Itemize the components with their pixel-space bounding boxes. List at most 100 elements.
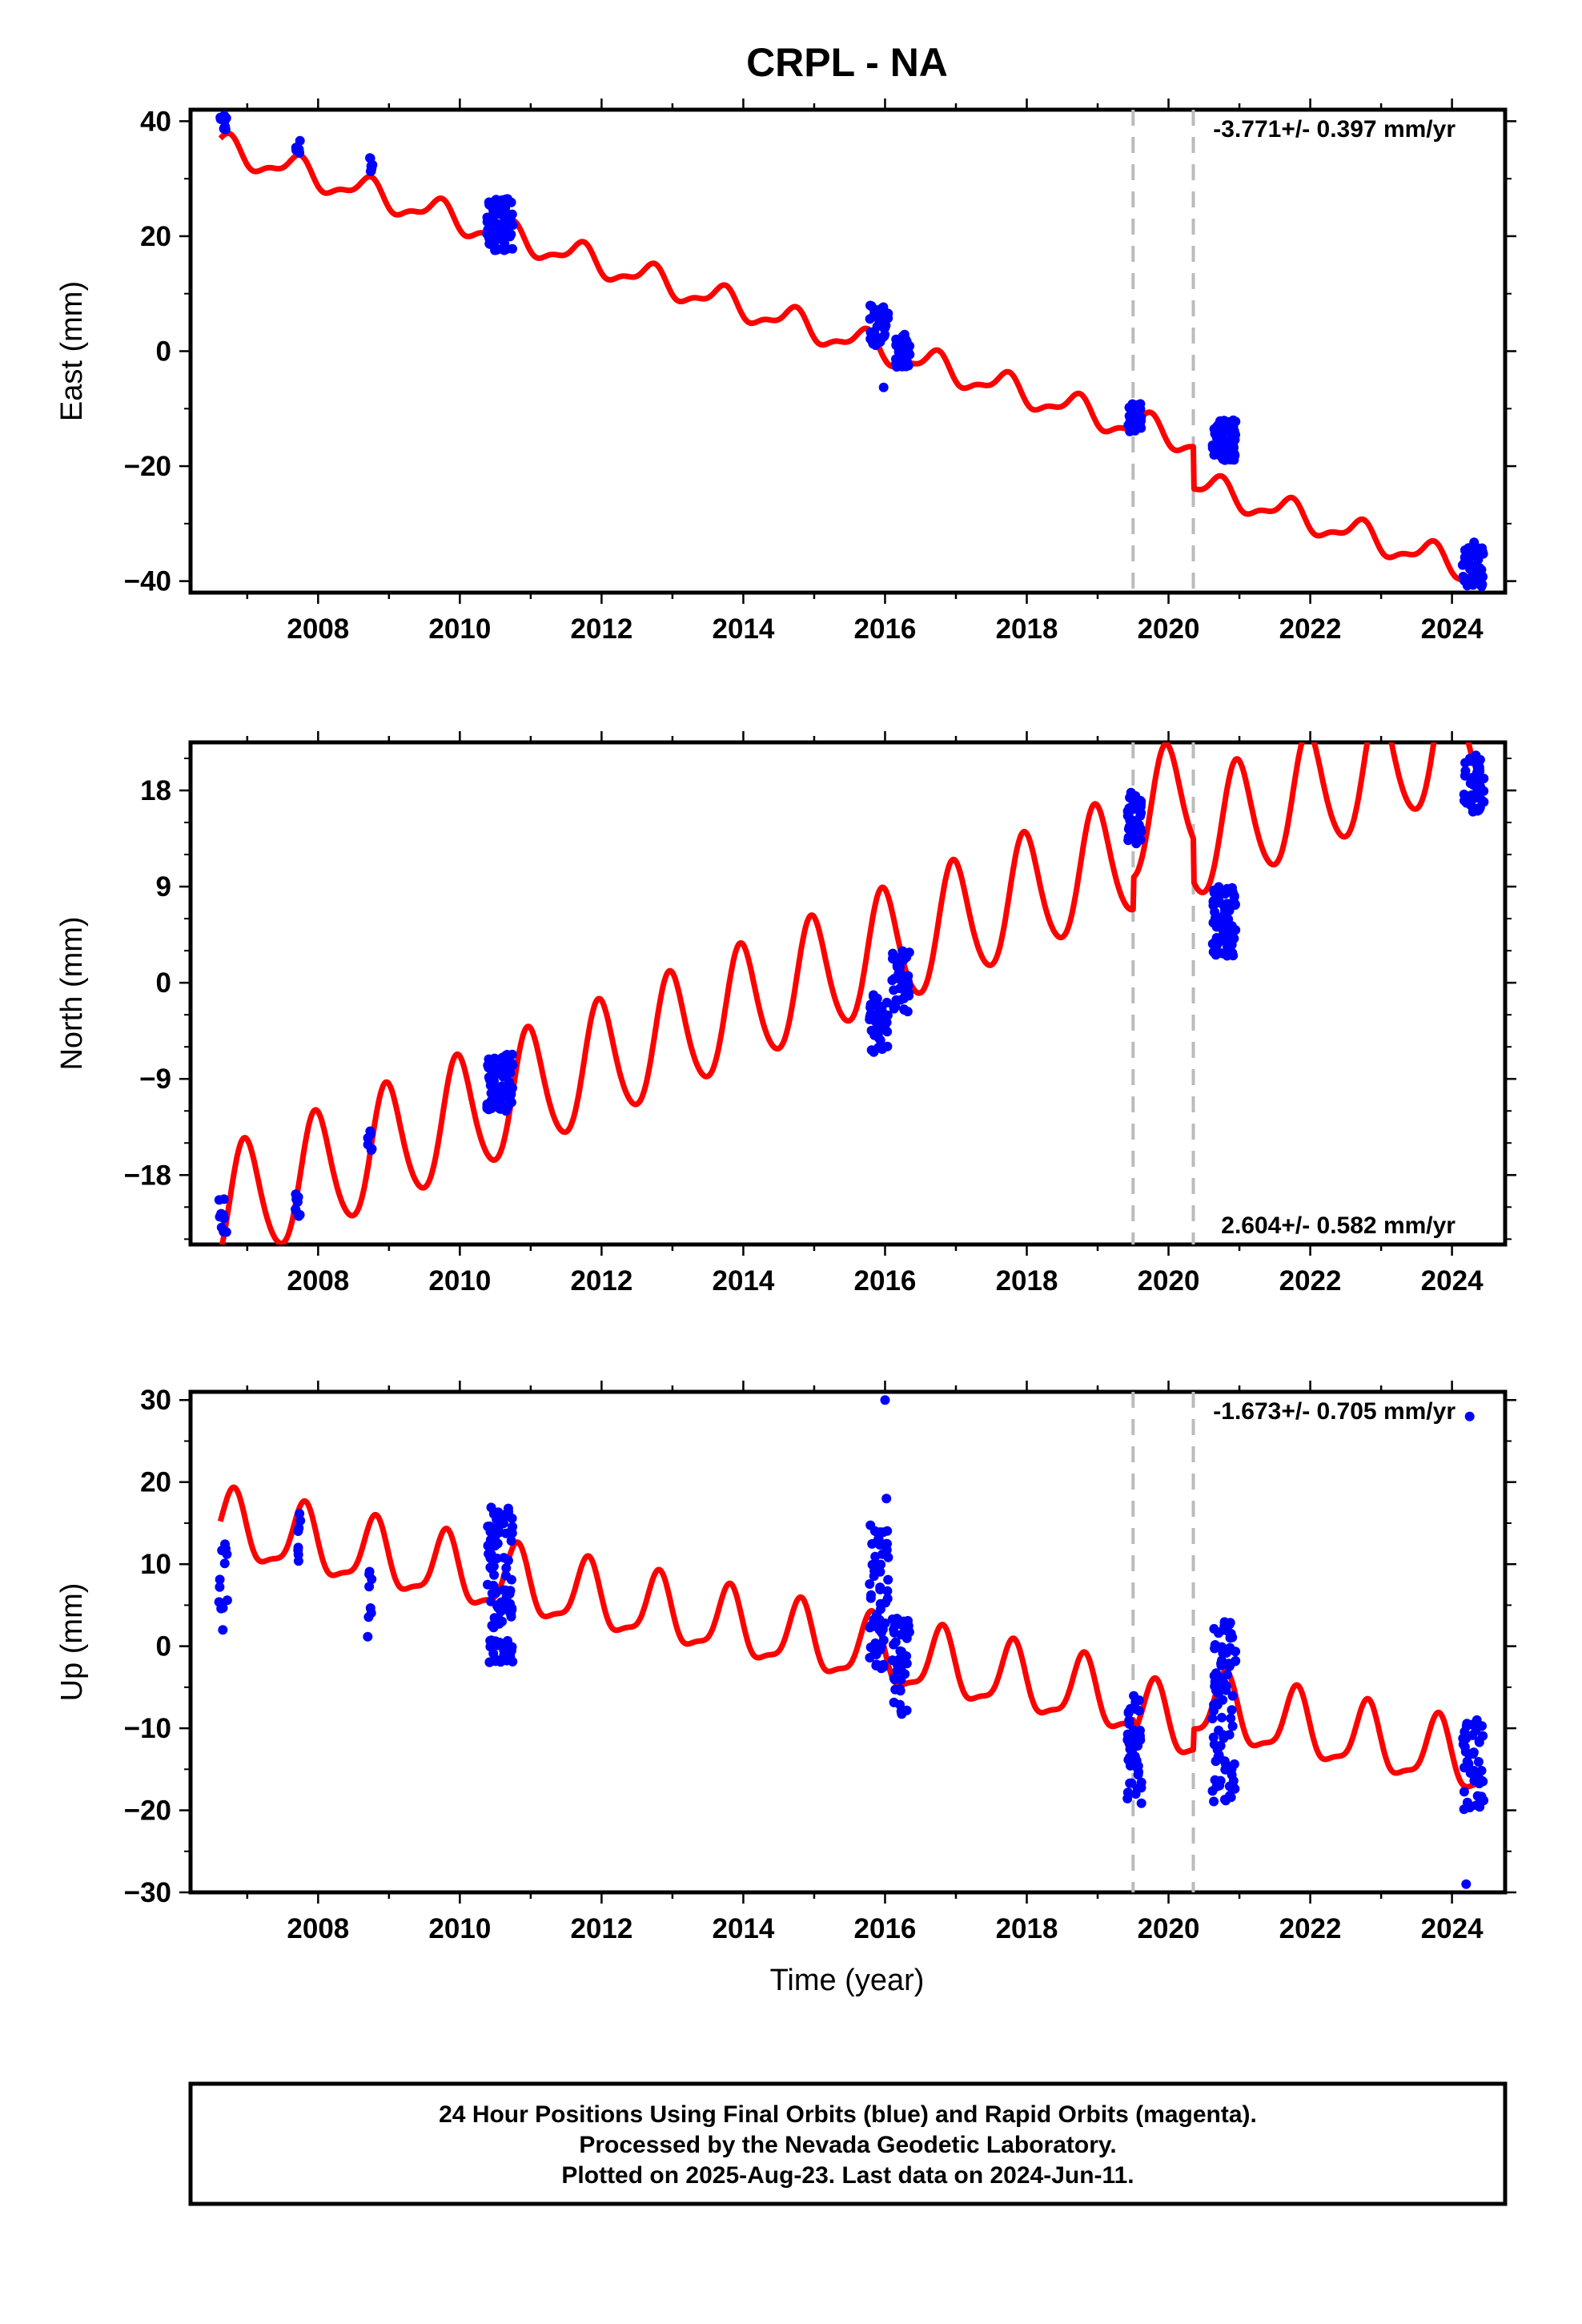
data-point: [1212, 1699, 1223, 1710]
data-point: [493, 1614, 504, 1624]
data-point: [902, 1630, 912, 1640]
data-point: [498, 1072, 508, 1082]
data-point: [875, 1598, 885, 1609]
data-point: [500, 1051, 511, 1061]
data-point: [1124, 1715, 1134, 1726]
data-point: [878, 1635, 889, 1646]
data-point: [483, 224, 493, 235]
y-tick-label: −40: [124, 566, 171, 597]
data-point: [1472, 1791, 1483, 1801]
x-tick-label: 2012: [570, 1913, 632, 1944]
data-point: [900, 1658, 910, 1668]
data-point: [1209, 1671, 1219, 1681]
data-point: [215, 1574, 225, 1585]
data-point: [1221, 922, 1231, 932]
data-point: [1460, 557, 1470, 568]
data-point: [494, 1084, 504, 1094]
data-point: [1221, 1795, 1231, 1806]
data-point: [883, 1552, 893, 1562]
data-point: [293, 1556, 303, 1566]
data-point: [866, 301, 877, 311]
y-tick-label: 0: [156, 967, 171, 999]
up-panel: 2008 2010 2012 2014 2016 2018 2020 2022 20243020…: [55, 1381, 1516, 1944]
y-tick-label: 9: [156, 871, 171, 903]
data-point: [1209, 1623, 1219, 1634]
data-point: [487, 1640, 497, 1651]
x-tick-label: 2012: [570, 613, 632, 645]
data-point: [901, 952, 912, 963]
data-point: [1123, 832, 1134, 842]
data-point: [889, 1673, 899, 1683]
data-point: [482, 1104, 492, 1113]
data-point: [1210, 907, 1220, 917]
data-point: [506, 1574, 516, 1585]
data-point: [1133, 417, 1143, 428]
data-point: [866, 1025, 877, 1035]
data-point: [888, 948, 898, 959]
data-point: [221, 113, 231, 123]
data-point: [489, 1076, 499, 1086]
plot-area: [215, 110, 1488, 593]
data-point: [363, 1631, 373, 1642]
data-point: [1472, 1769, 1482, 1779]
x-tick-label: 2008: [287, 1265, 349, 1297]
y-tick-label: −9: [139, 1063, 171, 1095]
data-point: [488, 1580, 499, 1590]
x-tick-label: 2022: [1279, 613, 1342, 645]
data-point: [1135, 810, 1146, 821]
data-point: [875, 1584, 885, 1594]
x-tick-label: 2014: [712, 1265, 774, 1297]
data-point: [221, 1543, 231, 1554]
data-point: [1211, 949, 1221, 959]
data-point: [870, 340, 881, 351]
data-point: [874, 1625, 885, 1635]
data-point: [500, 1604, 511, 1614]
model-curve: [219, 742, 1487, 1244]
x-tick-label: 2016: [854, 1265, 917, 1297]
data-point: [488, 1055, 498, 1066]
data-point: [869, 1047, 879, 1057]
data-point: [499, 1512, 509, 1522]
data-point: [1227, 1691, 1238, 1701]
data-point: [874, 1540, 885, 1550]
data-point: [364, 1582, 375, 1592]
data-point: [1222, 1647, 1231, 1658]
outlier-point: [1461, 1879, 1472, 1889]
data-point: [1215, 897, 1225, 907]
data-point: [507, 1642, 517, 1652]
x-tick-label: 2022: [1279, 1913, 1342, 1944]
east-panel: 2008 2010 2012 2014 2016 2018 2020 2022 2024 40 20…: [55, 99, 1516, 645]
outlier-point: [880, 1395, 890, 1405]
data-point: [880, 316, 890, 327]
x-tick-label: 2012: [570, 1265, 632, 1297]
data-point: [892, 362, 902, 372]
data-point: [1225, 452, 1235, 463]
x-tick-label: 2022: [1279, 1265, 1342, 1297]
data-point: [485, 1534, 496, 1545]
data-point: [1131, 838, 1142, 849]
model-curve: [218, 130, 1487, 582]
y-axis-label: East (mm): [55, 281, 89, 421]
data-point: [1210, 1641, 1220, 1651]
data-point: [1210, 1681, 1220, 1691]
data-point: [1125, 1778, 1135, 1788]
x-tick-label: 2008: [287, 613, 349, 645]
data-point: [865, 1579, 875, 1589]
data-point: [894, 1684, 905, 1695]
data-point: [219, 1558, 230, 1569]
data-point: [501, 1563, 512, 1573]
data-point: [506, 1611, 516, 1622]
data-point: [500, 1585, 511, 1595]
data-point: [1215, 1754, 1225, 1764]
data-point: [491, 1588, 501, 1598]
data-point: [1217, 1712, 1227, 1723]
data-point: [881, 1017, 892, 1027]
data-point: [1224, 1730, 1235, 1740]
data-point: [1226, 1713, 1236, 1723]
data-point: [1476, 581, 1487, 592]
x-tick-label: 2024: [1421, 1265, 1484, 1297]
data-point: [492, 1538, 503, 1549]
outlier-point: [878, 382, 889, 392]
data-point: [365, 1129, 375, 1140]
